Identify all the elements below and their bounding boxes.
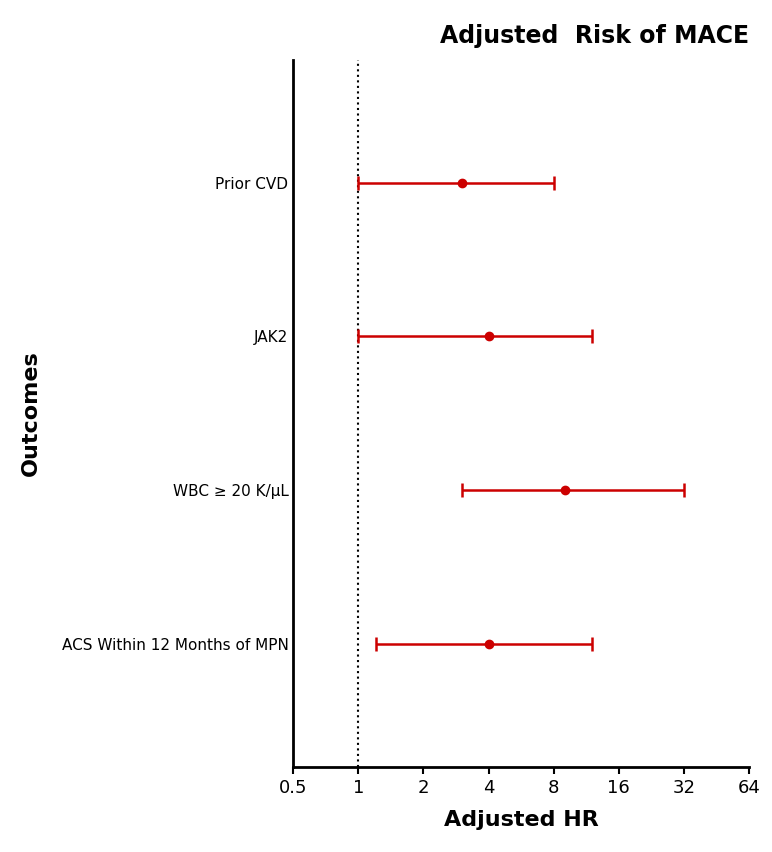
Text: Adjusted  Risk of MACE: Adjusted Risk of MACE [440,24,749,48]
X-axis label: Adjusted HR: Adjusted HR [444,810,598,831]
Y-axis label: Outcomes: Outcomes [21,350,41,476]
